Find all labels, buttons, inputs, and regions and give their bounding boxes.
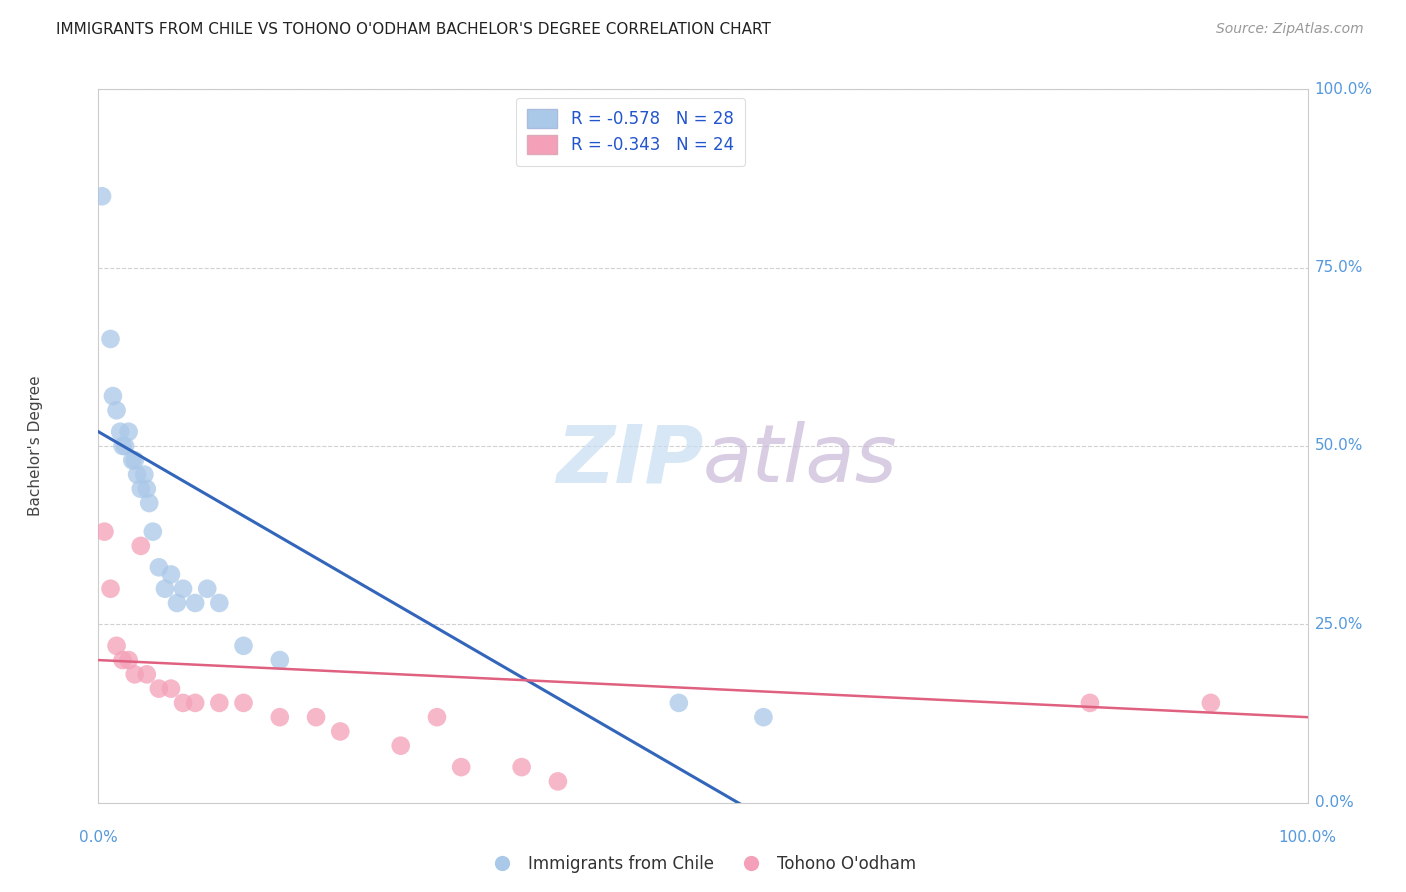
Legend: R = -0.578   N = 28, R = -0.343   N = 24: R = -0.578 N = 28, R = -0.343 N = 24 [516,97,745,166]
Point [668,696,690,710]
Point [124,453,146,467]
Text: Bachelor's Degree: Bachelor's Degree [28,376,42,516]
Point [135,667,157,681]
Point [208,596,231,610]
Point [118,653,141,667]
Point [93,524,115,539]
Text: atlas: atlas [703,421,898,500]
Point [153,582,176,596]
Point [127,467,149,482]
Point [129,539,152,553]
Point [135,482,157,496]
Point [100,332,122,346]
Point [329,724,352,739]
Text: Source: ZipAtlas.com: Source: ZipAtlas.com [1216,22,1364,37]
Point [105,403,128,417]
Point [105,639,128,653]
Point [124,667,146,681]
Point [100,582,122,596]
Point [450,760,472,774]
Text: 100.0%: 100.0% [1278,830,1337,845]
Text: 0.0%: 0.0% [79,830,118,845]
Point [148,560,170,574]
Point [752,710,775,724]
Point [389,739,412,753]
Point [184,696,207,710]
Point [547,774,569,789]
Point [426,710,449,724]
Point [305,710,328,724]
Point [160,567,183,582]
Point [118,425,141,439]
Point [142,524,165,539]
Point [166,596,188,610]
Point [160,681,183,696]
Text: IMMIGRANTS FROM CHILE VS TOHONO O'ODHAM BACHELOR'S DEGREE CORRELATION CHART: IMMIGRANTS FROM CHILE VS TOHONO O'ODHAM … [56,22,770,37]
Text: 100.0%: 100.0% [1315,82,1372,96]
Point [269,710,291,724]
Point [232,639,254,653]
Point [129,482,152,496]
Text: 50.0%: 50.0% [1315,439,1362,453]
Point [148,681,170,696]
Text: 0.0%: 0.0% [1315,796,1354,810]
Point [1199,696,1222,710]
Point [91,189,114,203]
Point [510,760,533,774]
Point [138,496,160,510]
Legend: Immigrants from Chile, Tohono O'odham: Immigrants from Chile, Tohono O'odham [482,848,924,880]
Point [121,453,143,467]
Point [269,653,291,667]
Point [108,425,131,439]
Point [134,467,156,482]
Point [111,653,134,667]
Point [208,696,231,710]
Point [111,439,134,453]
Point [114,439,136,453]
Text: 25.0%: 25.0% [1315,617,1362,632]
Point [101,389,124,403]
Point [172,582,194,596]
Point [1078,696,1101,710]
Text: ZIP: ZIP [555,421,703,500]
Point [232,696,254,710]
Point [184,596,207,610]
Point [172,696,194,710]
Point [195,582,218,596]
Text: 75.0%: 75.0% [1315,260,1362,275]
